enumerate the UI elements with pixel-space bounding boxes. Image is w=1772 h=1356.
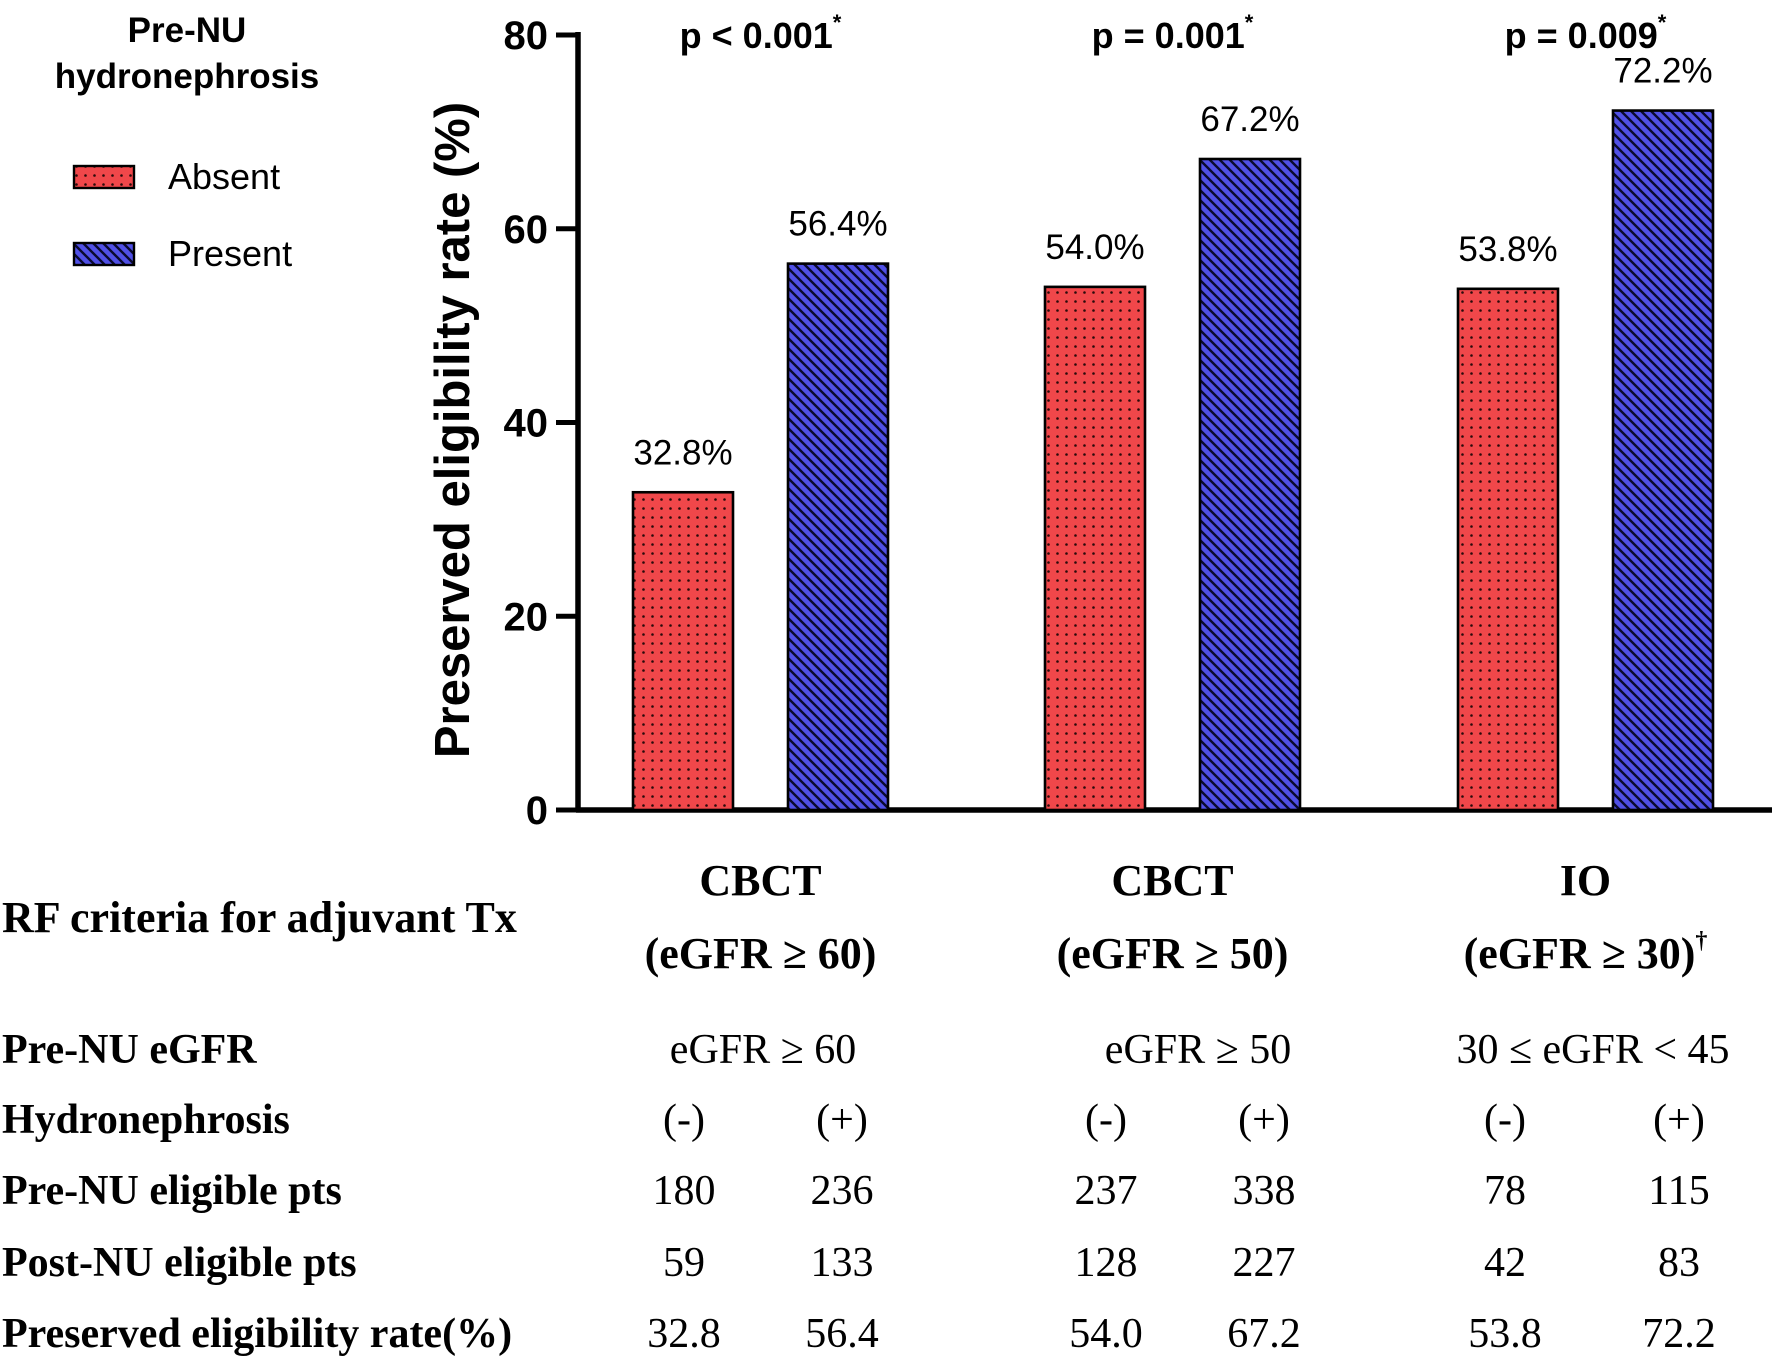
table-cell: 115: [1648, 1168, 1709, 1214]
table-cell: 128: [1075, 1240, 1138, 1286]
table-header-label: RF criteria for adjuvant Tx: [2, 893, 517, 942]
table-cell: 338: [1233, 1168, 1296, 1214]
group-label-line2: (eGFR ≥ 30)†: [1464, 928, 1708, 978]
table-cell: 42: [1484, 1240, 1526, 1286]
y-axis-label: Preserved eligibility rate (%): [426, 102, 480, 758]
bar-value-label: 67.2%: [1200, 100, 1299, 139]
bar-absent: [1043, 285, 1147, 812]
p-value-mark: *: [833, 10, 842, 35]
table-span-cell: eGFR ≥ 50: [1105, 1027, 1291, 1073]
legend: Pre-NU hydronephrosis Absent Present: [55, 11, 319, 274]
table-row-label: Post-NU eligible pts: [2, 1240, 357, 1286]
table-cell: 72.2: [1642, 1311, 1716, 1356]
table-row-label: Pre-NU eGFR: [2, 1027, 257, 1073]
group-label-line1: IO: [1560, 856, 1611, 905]
y-tick-label: 0: [526, 789, 548, 833]
table-cell: (+): [816, 1097, 868, 1143]
table-cell: 78: [1484, 1168, 1526, 1214]
table-cell: 53.8: [1468, 1311, 1542, 1356]
y-tick-label: 80: [504, 14, 549, 58]
bar-value-label: 56.4%: [788, 205, 887, 244]
table-cell: 32.8: [647, 1311, 721, 1356]
legend-label-absent: Absent: [168, 156, 280, 197]
y-tick-label: 20: [504, 595, 549, 639]
group-label-line2: (eGFR ≥ 50): [1057, 929, 1289, 978]
table-row-label: Preserved eligibility rate(%): [2, 1311, 512, 1356]
legend-swatch-absent: [72, 164, 136, 190]
table-cell: 59: [663, 1240, 705, 1286]
bar-value-label: 72.2%: [1613, 52, 1712, 91]
y-tick-label: 40: [504, 402, 549, 446]
p-value-mark: *: [1658, 10, 1667, 35]
p-value-label: p = 0.009*: [1505, 10, 1667, 56]
table-cell: 227: [1233, 1240, 1296, 1286]
legend-title-line1: Pre-NU: [128, 11, 247, 50]
bar-absent: [1456, 287, 1560, 812]
data-table: CBCT (eGFR ≥ 60) CBCT (eGFR ≥ 50) IO (eGFR ≥ …: [2, 856, 1730, 1356]
p-value-mark: *: [1245, 10, 1254, 35]
table-cell: 83: [1658, 1240, 1700, 1286]
table-span-cell: 30 ≤ eGFR < 45: [1456, 1027, 1729, 1073]
legend-title-line2: hydronephrosis: [55, 57, 319, 96]
table-cell: 56.4: [805, 1311, 879, 1356]
table-cell: 67.2: [1227, 1311, 1301, 1356]
table-cell: 237: [1075, 1168, 1138, 1214]
bar-value-label: 53.8%: [1458, 230, 1557, 269]
table-cell: (+): [1238, 1097, 1290, 1143]
bar-present: [1611, 109, 1715, 812]
p-value-label: p = 0.001*: [1092, 10, 1254, 56]
table-cell: (-): [1085, 1097, 1127, 1143]
table-cell: 236: [811, 1168, 874, 1214]
p-value-label: p < 0.001*: [680, 10, 842, 56]
group-label-mark: †: [1695, 928, 1707, 954]
table-cell: (-): [663, 1097, 705, 1143]
bar-present: [1198, 157, 1302, 812]
group-label-line1: CBCT: [699, 856, 821, 905]
table-row-label: Hydronephrosis: [2, 1097, 290, 1143]
bar-value-label: 32.8%: [633, 433, 732, 472]
table-cell: 54.0: [1069, 1311, 1143, 1356]
group-label-line2: (eGFR ≥ 60): [645, 929, 877, 978]
table-cell: 133: [811, 1240, 874, 1286]
table-cell: 180: [653, 1168, 716, 1214]
legend-label-present: Present: [168, 233, 292, 274]
plot-area: 0 20 40 60 80 32.8% 56.4% p < 0.001* 54.0% 67.2% p…: [504, 10, 1772, 833]
table-cell: (-): [1484, 1097, 1526, 1143]
group-label-line1: CBCT: [1111, 856, 1233, 905]
bar-value-label: 54.0%: [1045, 228, 1144, 267]
bar-absent: [631, 490, 735, 812]
table-span-cell: eGFR ≥ 60: [670, 1027, 856, 1073]
bar-present: [786, 262, 890, 812]
table-cell: (+): [1653, 1097, 1705, 1143]
y-tick-label: 60: [504, 208, 549, 252]
table-row-label: Pre-NU eligible pts: [2, 1168, 342, 1214]
legend-swatch-present: [72, 241, 136, 267]
